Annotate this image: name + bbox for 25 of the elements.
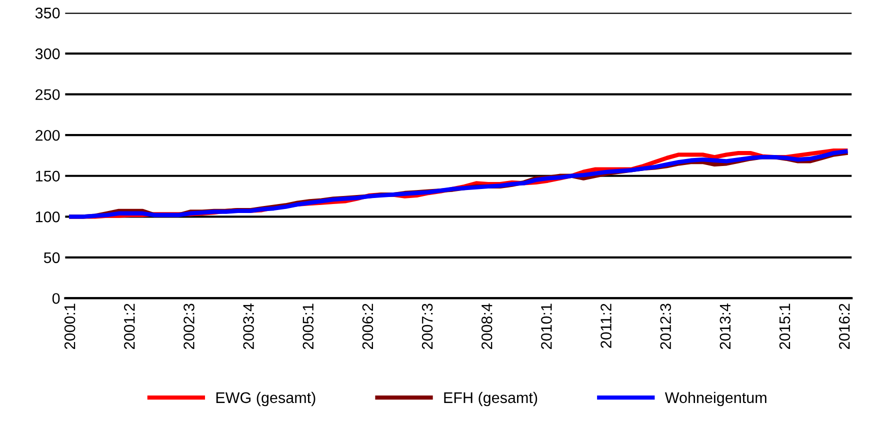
x-tick-label: 2008:4 [481, 304, 492, 350]
x-tick-label: 2000:1 [64, 304, 76, 350]
x-tick-label: 2010:1 [541, 304, 552, 350]
y-tick-label: 350 [35, 8, 60, 18]
y-tick-label: 100 [36, 212, 60, 222]
x-tick-label: 2015:1 [779, 304, 790, 350]
legend-label: EWG (gesamt) [216, 392, 316, 406]
legend-label: Wohneigentum [664, 392, 766, 406]
x-tick-label: 2011:2 [600, 304, 612, 348]
y-tick-label: 150 [36, 170, 60, 182]
x-tick-label: 2005:1 [302, 304, 314, 350]
x-tick-label: 2012:3 [660, 304, 672, 350]
x-tick-label: 2003:4 [243, 304, 254, 350]
legend-label: EFH (gesamt) [444, 392, 538, 406]
y-tick-label: 250 [36, 89, 60, 100]
x-tick-label: 2006:2 [362, 304, 374, 350]
x-tick-label: 2001:2 [124, 304, 135, 350]
x-tick-label: 2007:3 [422, 304, 433, 350]
x-tick-label: 2016:2 [838, 304, 850, 350]
x-tick-label: 2013:4 [720, 304, 731, 350]
y-tick-label: 0 [52, 293, 60, 304]
y-tick-label: 300 [35, 48, 60, 60]
y-tick-label: 200 [36, 130, 60, 141]
x-tick-label: 2002:3 [184, 304, 194, 350]
y-tick-label: 50 [44, 252, 60, 264]
